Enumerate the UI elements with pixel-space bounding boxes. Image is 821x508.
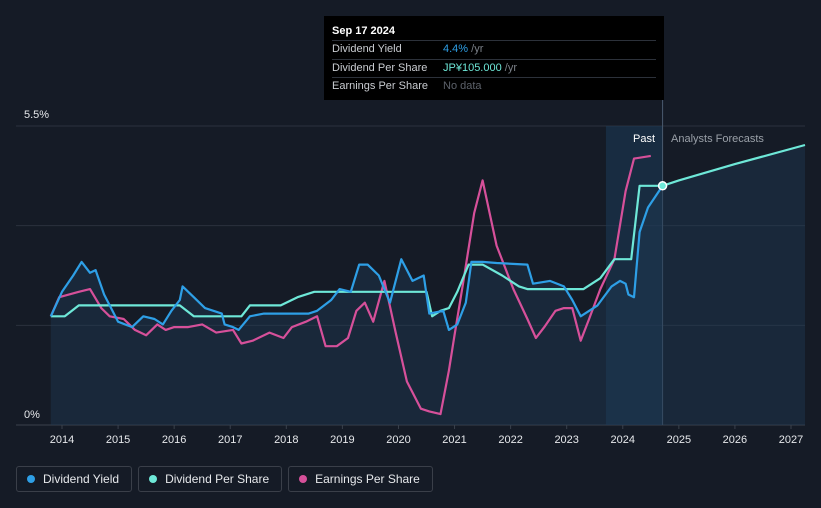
x-tick-label: 2016 xyxy=(162,434,186,446)
tooltip-value: No data xyxy=(443,80,482,92)
x-tick-label: 2025 xyxy=(667,434,691,446)
x-tick-label: 2014 xyxy=(50,434,74,446)
chart-lines xyxy=(49,143,806,416)
legend-item-earnings-per-share[interactable]: Earnings Per Share xyxy=(288,466,433,492)
yield-area xyxy=(50,145,806,425)
legend-label: Dividend Per Share xyxy=(165,472,270,486)
legend-dot-icon xyxy=(27,475,35,483)
x-tick-label: 2015 xyxy=(106,434,130,446)
x-tick-label: 2019 xyxy=(330,434,354,446)
chart-legend: Dividend Yield Dividend Per Share Earnin… xyxy=(16,466,433,492)
x-tick-label: 2027 xyxy=(779,434,803,446)
tooltip-unit: /yr xyxy=(468,43,484,55)
x-tick-label: 2017 xyxy=(218,434,242,446)
tooltip-value: JP¥105.000 xyxy=(443,61,502,74)
chart-areas xyxy=(50,100,806,425)
tooltip-label: Dividend Per Share xyxy=(332,61,428,74)
forecast-label: Analysts Forecasts xyxy=(671,133,764,145)
today-marker xyxy=(657,181,668,191)
past-label: Past xyxy=(633,133,655,145)
x-tick-label: 2018 xyxy=(274,434,298,446)
tooltip-date: Sep 17 2024 xyxy=(332,25,395,37)
x-tick-label: 2020 xyxy=(386,434,410,446)
past-region xyxy=(605,126,663,425)
x-tick-label: 2026 xyxy=(723,434,747,446)
yield-series-line xyxy=(49,185,664,331)
legend-dot-icon xyxy=(149,475,158,483)
x-axis: 2014 2015 2016 2017 2018 2019 2020 2021 2022 2023… xyxy=(50,425,803,446)
legend-label: Earnings Per Share xyxy=(315,472,420,486)
tooltip-label: Earnings Per Share xyxy=(332,80,428,92)
tooltip-unit: /yr xyxy=(501,61,517,74)
tooltip-row-dps: Dividend Per Share JP¥105.000 /yr xyxy=(332,58,656,78)
legend-item-dividend-yield[interactable]: Dividend Yield xyxy=(16,466,133,492)
tooltip-label: Dividend Yield xyxy=(332,43,402,55)
x-tick-label: 2021 xyxy=(442,434,466,446)
x-tick-label: 2024 xyxy=(611,434,635,446)
x-tick-label: 2023 xyxy=(554,434,578,446)
legend-label: Dividend Yield xyxy=(43,472,120,486)
y-label-top: 5.5% xyxy=(24,109,49,121)
eps-series-line xyxy=(49,154,651,416)
dps-series-line xyxy=(50,143,806,318)
chart-tooltip: Sep 17 2024 Dividend Yield 4.4% /yr Divi… xyxy=(324,16,664,100)
tooltip-value: 4.4% xyxy=(443,43,469,55)
tooltip-row-yield: Dividend Yield 4.4% /yr xyxy=(332,40,656,59)
y-label-bottom: 0% xyxy=(24,409,40,421)
x-tick-label: 2022 xyxy=(498,434,522,446)
chart-grid xyxy=(16,125,805,426)
tooltip-row-eps: Earnings Per Share No data xyxy=(332,77,656,96)
legend-item-dividend-per-share[interactable]: Dividend Per Share xyxy=(138,466,283,492)
legend-dot-icon xyxy=(299,475,308,483)
